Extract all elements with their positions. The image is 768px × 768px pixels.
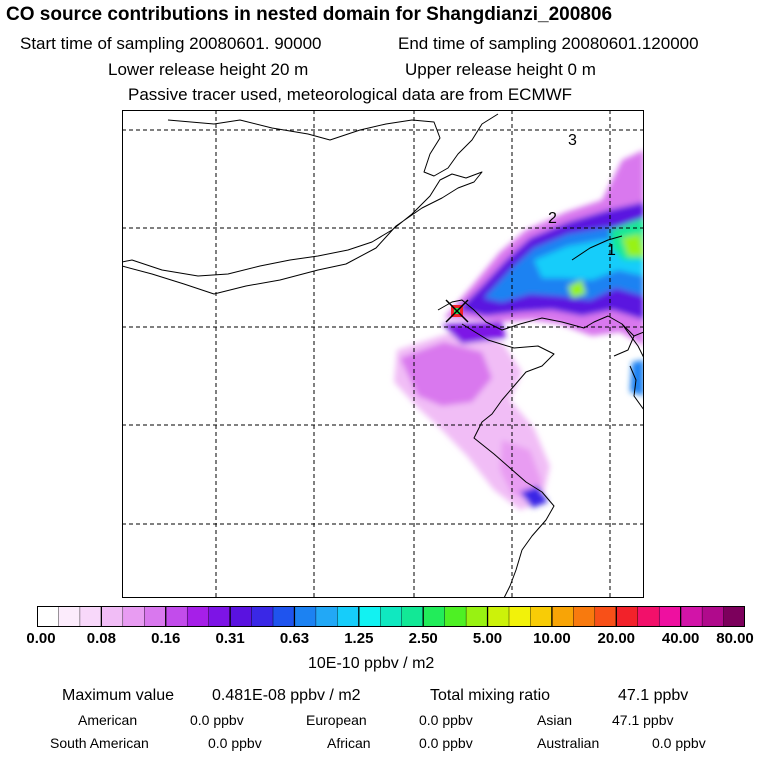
- start-time-label: Start time of sampling 20080601. 90000: [20, 34, 322, 53]
- total-mixing-value: 47.1 ppbv: [618, 687, 689, 704]
- tracer-label: Passive tracer used, meteorological data…: [128, 85, 573, 104]
- colorbar-cell: [144, 606, 167, 627]
- colorbar-tick-label: 20.00: [597, 630, 636, 647]
- colorbar-cell: [422, 606, 446, 627]
- colorbar-cell: [358, 606, 381, 627]
- colorbar-tick-label: 5.00: [472, 630, 503, 647]
- graticule: [122, 110, 644, 598]
- colorbar-cell: [573, 606, 596, 627]
- region-value: 47.1 ppbv: [612, 712, 674, 728]
- colorbar-cell: [294, 606, 317, 627]
- region-value: 0.0 ppbv: [652, 735, 706, 751]
- colorbar-cell: [530, 606, 553, 627]
- colorbar-tick-label: 10.00: [533, 630, 571, 647]
- max-value: 0.481E-08 ppbv / m2: [212, 687, 361, 704]
- total-mixing-label: Total mixing ratio: [430, 687, 551, 704]
- colorbar-tick-label: 2.50: [408, 630, 438, 647]
- region-name: South American: [50, 735, 149, 751]
- colorbar-cell: [508, 606, 532, 627]
- colorbar-cell: [272, 606, 296, 627]
- region-name: African: [327, 735, 371, 751]
- colorbar-cell: [79, 606, 102, 627]
- colorbar-cell: [401, 606, 424, 627]
- colorbar-tick-label: 0.31: [215, 630, 245, 647]
- colorbar-cell: [229, 606, 253, 627]
- chart-title: CO source contributions in nested domain…: [6, 4, 613, 25]
- colorbar-cell: [380, 606, 403, 627]
- region-value: 0.0 ppbv: [419, 712, 473, 728]
- colorbar-cell: [165, 606, 188, 627]
- colorbar-cell: [58, 606, 81, 627]
- region-name: American: [78, 712, 138, 728]
- colorbar-cell: [186, 606, 210, 627]
- colorbar-cell: [637, 606, 660, 627]
- receptor-marker: [445, 299, 469, 323]
- region-name: European: [306, 712, 367, 728]
- colorbar-cell: [551, 606, 574, 627]
- colorbar-tick-label: 40.00: [661, 630, 700, 647]
- coastlines: [122, 113, 644, 598]
- colorbar-tick-label: 0.08: [86, 630, 116, 647]
- colorbar-cell: [594, 606, 617, 627]
- colorbar-cell: [101, 606, 124, 627]
- map-label-2: 2: [548, 210, 557, 227]
- end-time-label: End time of sampling 20080601.120000: [398, 34, 699, 53]
- colorbar-tick-label: 0.00: [26, 630, 56, 647]
- colorbar-cell: [315, 606, 338, 627]
- colorbar-cell: [37, 606, 60, 627]
- colorbar-tick-label: 1.25: [344, 630, 374, 647]
- colorbar-cell: [465, 606, 489, 627]
- region-value: 0.0 ppbv: [419, 735, 473, 751]
- colorbar-cell: [208, 606, 231, 627]
- upper-release-label: Upper release height 0 m: [405, 60, 596, 79]
- region-name: Australian: [537, 735, 600, 751]
- colorbar-cell: [444, 606, 467, 627]
- region-name: Asian: [537, 712, 573, 728]
- colorbar-unit: 10E-10 ppbv / m2: [308, 655, 435, 672]
- max-value-label: Maximum value: [62, 687, 175, 704]
- colorbar-cell: [487, 606, 510, 627]
- region-value: 0.0 ppbv: [208, 735, 262, 751]
- colorbar: [37, 606, 745, 627]
- map-frame: [122, 110, 644, 598]
- colorbar-tick-label: 80.00: [716, 630, 754, 647]
- region-value: 0.0 ppbv: [190, 712, 244, 728]
- colorbar-cell: [701, 606, 725, 627]
- colorbar-cell: [658, 606, 682, 627]
- map-label-1: 1: [607, 242, 616, 259]
- colorbar-tick-label: 0.16: [151, 630, 181, 647]
- map-label-3: 3: [568, 132, 577, 149]
- colorbar-cell: [337, 606, 360, 627]
- colorbar-tick-label: 0.63: [279, 630, 310, 647]
- colorbar-cell: [251, 606, 274, 627]
- colorbar-cell: [122, 606, 145, 627]
- map-panel: 3 2 1: [122, 110, 644, 598]
- colorbar-cell: [723, 606, 745, 627]
- colorbar-cell: [616, 606, 639, 627]
- colorbar-cell: [680, 606, 703, 627]
- lower-release-label: Lower release height 20 m: [108, 60, 309, 79]
